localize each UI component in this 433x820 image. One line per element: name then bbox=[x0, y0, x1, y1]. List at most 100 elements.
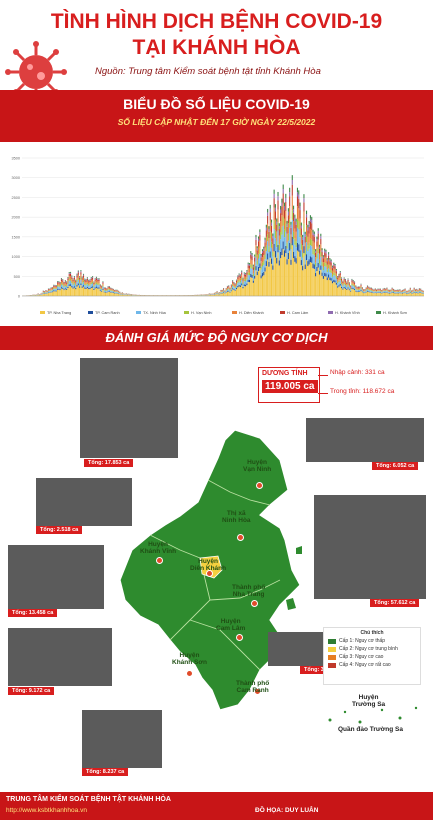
bar-segment bbox=[278, 229, 280, 236]
bar-segment bbox=[298, 244, 300, 252]
bar-segment bbox=[289, 250, 291, 296]
bar-segment bbox=[322, 270, 324, 277]
bar-segment bbox=[317, 239, 319, 248]
bar-segment bbox=[416, 290, 418, 291]
bar-segment bbox=[237, 287, 239, 296]
bar-segment bbox=[229, 290, 231, 292]
bar-segment bbox=[54, 290, 56, 292]
bar-segment bbox=[376, 293, 378, 296]
bar-segment bbox=[413, 291, 415, 293]
bar-segment bbox=[385, 289, 387, 291]
bar-segment bbox=[246, 283, 248, 286]
bar-segment bbox=[344, 279, 346, 281]
bar-segment bbox=[235, 280, 238, 283]
bar-segment bbox=[413, 290, 415, 292]
bar-segment bbox=[300, 228, 302, 236]
bar-segment bbox=[95, 287, 98, 296]
bar-segment bbox=[215, 293, 217, 295]
bar-segment bbox=[128, 295, 130, 296]
bar-segment bbox=[309, 262, 311, 296]
bar-segment bbox=[125, 294, 127, 296]
bar-segment bbox=[104, 292, 107, 296]
bar-segment bbox=[267, 208, 269, 213]
bar-segment bbox=[293, 231, 295, 240]
bar-segment bbox=[335, 270, 337, 272]
bar-segment bbox=[204, 295, 206, 296]
bar-segment bbox=[67, 280, 69, 283]
label-truong-sa: Huyện Trường Sa bbox=[352, 694, 386, 708]
bar-segment bbox=[92, 276, 94, 278]
bar-segment bbox=[112, 293, 114, 296]
bar-segment bbox=[344, 285, 346, 288]
bar-segment bbox=[353, 288, 356, 290]
bar-segment bbox=[68, 273, 70, 274]
bar-segment bbox=[413, 292, 415, 296]
bar-segment bbox=[404, 292, 406, 293]
bar-segment bbox=[89, 287, 91, 290]
bar-segment bbox=[304, 242, 306, 251]
bar-segment bbox=[110, 288, 112, 291]
bar-segment bbox=[108, 286, 110, 288]
bar-segment bbox=[261, 251, 264, 253]
bar-segment bbox=[294, 238, 296, 245]
bar-segment bbox=[368, 292, 370, 296]
bar-segment bbox=[47, 292, 50, 296]
bar-segment bbox=[341, 286, 343, 289]
bar-segment bbox=[296, 196, 299, 207]
bar-segment bbox=[46, 293, 48, 296]
bar-segment bbox=[51, 291, 53, 293]
bar-segment bbox=[86, 278, 88, 281]
bar-segment bbox=[233, 289, 235, 291]
bar-segment bbox=[270, 222, 273, 226]
bar-segment bbox=[32, 295, 34, 296]
bar-segment bbox=[238, 274, 240, 276]
bar-segment bbox=[321, 252, 323, 257]
chart-legend-swatch bbox=[184, 311, 189, 314]
bar-segment bbox=[89, 280, 91, 281]
bar-segment bbox=[296, 227, 299, 243]
bar-segment bbox=[325, 253, 327, 258]
bar-segment bbox=[416, 289, 418, 291]
bar-segment bbox=[45, 290, 47, 292]
bar-segment bbox=[285, 223, 287, 232]
bar-segment bbox=[317, 253, 319, 263]
bar-segment bbox=[251, 274, 253, 278]
bar-segment bbox=[315, 249, 317, 251]
bar-segment bbox=[261, 249, 264, 252]
bar-segment bbox=[239, 280, 241, 283]
bar-segment bbox=[252, 264, 254, 266]
bar-segment bbox=[225, 292, 227, 296]
bar-segment bbox=[370, 291, 372, 293]
bar-segment bbox=[250, 258, 252, 265]
bar-segment bbox=[372, 290, 374, 292]
bar-segment bbox=[330, 272, 332, 279]
bar-segment bbox=[226, 288, 228, 290]
bar-segment bbox=[42, 293, 44, 296]
bar-segment bbox=[386, 290, 388, 292]
bar-segment bbox=[322, 278, 324, 296]
bar-segment bbox=[254, 257, 256, 262]
bar-segment bbox=[93, 281, 95, 283]
bar-segment bbox=[47, 289, 50, 290]
summary-box: DƯƠNG TÍNH 119.005 ca Nhập cảnh: 331 ca … bbox=[258, 367, 418, 405]
bar-segment bbox=[104, 291, 107, 293]
bar-segment bbox=[81, 286, 83, 288]
bar-segment bbox=[94, 284, 96, 288]
bar-segment bbox=[269, 220, 271, 232]
legend-label: Cấp 3: Nguy cơ cao bbox=[339, 654, 384, 660]
bar-segment bbox=[103, 291, 105, 293]
bar-segment bbox=[71, 275, 73, 277]
total-cam-lam: Tổng: 9.172 ca bbox=[8, 687, 55, 695]
bar-segment bbox=[347, 281, 349, 284]
bar-segment bbox=[328, 259, 330, 265]
bar-segment bbox=[268, 231, 270, 239]
bar-segment bbox=[208, 294, 210, 296]
bar-segment bbox=[115, 290, 117, 292]
bar-segment bbox=[316, 266, 318, 272]
bar-segment bbox=[75, 281, 77, 283]
y-tick-label: 0 bbox=[18, 295, 20, 299]
bar-segment bbox=[326, 258, 328, 260]
bar-segment bbox=[385, 292, 387, 293]
bar-segment bbox=[250, 252, 252, 255]
bar-segment bbox=[351, 280, 353, 282]
